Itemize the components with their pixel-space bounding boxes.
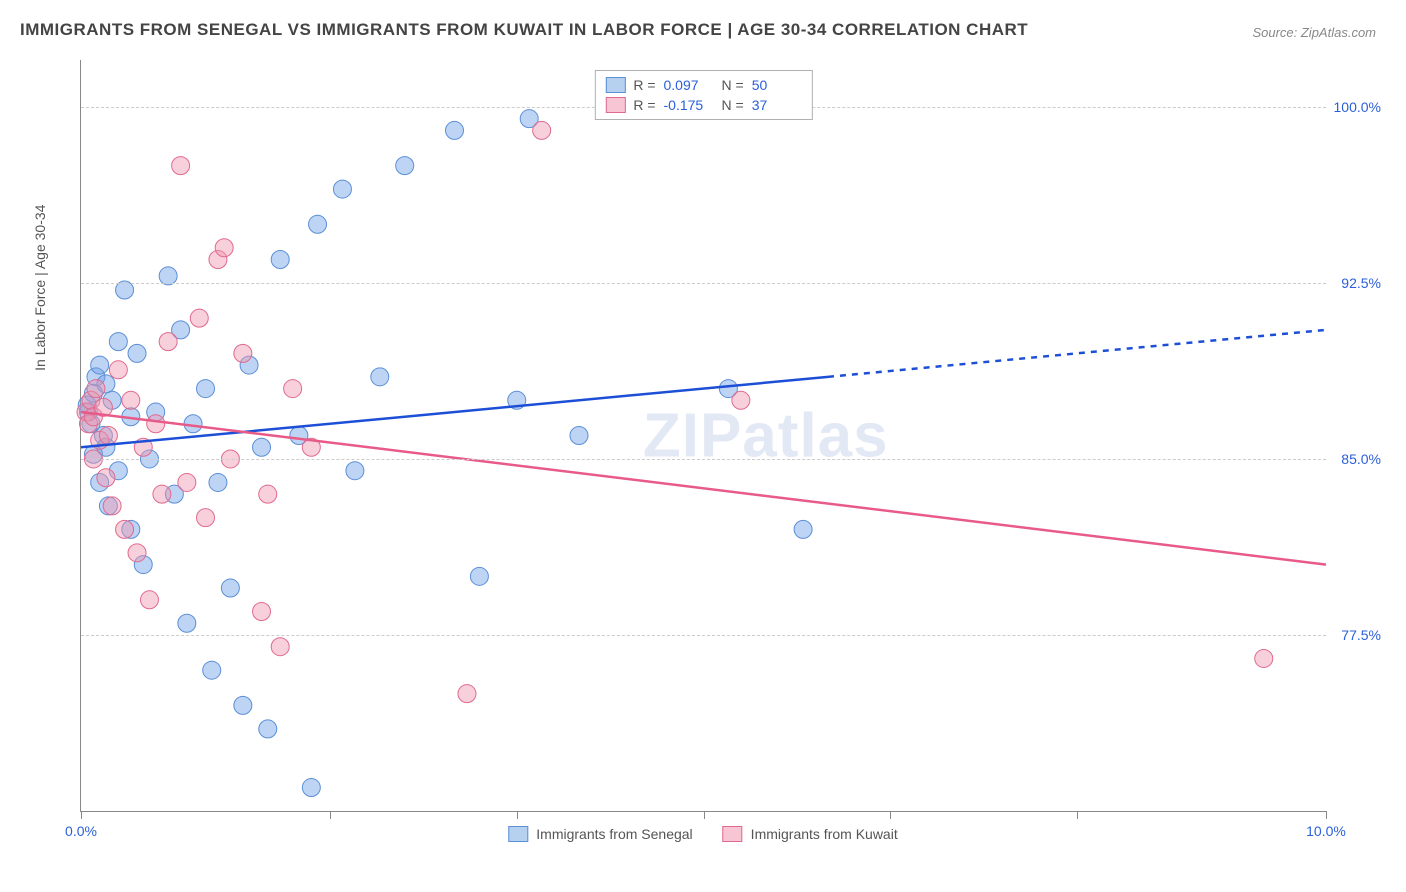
chart-container: IMMIGRANTS FROM SENEGAL VS IMMIGRANTS FR… <box>20 20 1386 872</box>
plot-area: ZIPatlas R = 0.097 N = 50 R = -0.175 N =… <box>80 60 1326 812</box>
legend-label-senegal: Immigrants from Senegal <box>536 826 692 842</box>
grid-line <box>81 635 1326 636</box>
data-point <box>159 333 177 351</box>
legend-series: Immigrants from Senegal Immigrants from … <box>508 826 897 842</box>
data-point <box>253 438 271 456</box>
data-point <box>122 391 140 409</box>
y-axis-label: In Labor Force | Age 30-34 <box>32 205 48 371</box>
trend-line <box>81 377 828 447</box>
legend-label-kuwait: Immigrants from Kuwait <box>751 826 898 842</box>
x-tick <box>890 811 891 819</box>
r-value-senegal: 0.097 <box>664 77 714 93</box>
data-point <box>794 520 812 538</box>
data-point <box>190 309 208 327</box>
r-label: R = <box>633 77 655 93</box>
data-point <box>197 380 215 398</box>
legend-item-kuwait: Immigrants from Kuwait <box>723 826 898 842</box>
data-point <box>197 509 215 527</box>
data-point <box>533 121 551 139</box>
x-tick-label: 10.0% <box>1306 823 1346 839</box>
n-label: N = <box>722 77 744 93</box>
y-tick-label: 77.5% <box>1341 627 1381 643</box>
data-point <box>371 368 389 386</box>
x-tick <box>517 811 518 819</box>
y-tick-label: 100.0% <box>1334 99 1381 115</box>
data-point <box>140 591 158 609</box>
data-point <box>309 215 327 233</box>
data-point <box>458 685 476 703</box>
data-point <box>87 380 105 398</box>
r-value-kuwait: -0.175 <box>664 97 714 113</box>
x-tick <box>81 811 82 819</box>
data-point <box>116 520 134 538</box>
data-point <box>253 603 271 621</box>
data-point <box>128 544 146 562</box>
data-point <box>99 427 117 445</box>
n-value-kuwait: 37 <box>752 97 802 113</box>
data-point <box>446 121 464 139</box>
grid-line <box>81 459 1326 460</box>
data-point <box>271 250 289 268</box>
data-point <box>271 638 289 656</box>
x-tick-label: 0.0% <box>65 823 97 839</box>
legend-stats-row-0: R = 0.097 N = 50 <box>605 75 801 95</box>
data-point <box>147 415 165 433</box>
data-point <box>284 380 302 398</box>
data-point <box>346 462 364 480</box>
trend-line-dashed <box>828 330 1326 377</box>
data-point <box>234 344 252 362</box>
legend-swatch-senegal <box>508 826 528 842</box>
data-point <box>396 157 414 175</box>
data-point <box>91 356 109 374</box>
data-point <box>259 720 277 738</box>
data-point <box>234 696 252 714</box>
legend-swatch-kuwait <box>723 826 743 842</box>
y-tick-label: 85.0% <box>1341 451 1381 467</box>
x-tick <box>1326 811 1327 819</box>
data-point <box>1255 649 1273 667</box>
data-point <box>259 485 277 503</box>
data-point <box>103 497 121 515</box>
legend-item-senegal: Immigrants from Senegal <box>508 826 692 842</box>
data-point <box>470 567 488 585</box>
grid-line <box>81 283 1326 284</box>
legend-swatch-kuwait <box>605 97 625 113</box>
legend-stats: R = 0.097 N = 50 R = -0.175 N = 37 <box>594 70 812 120</box>
data-point <box>128 344 146 362</box>
legend-swatch-senegal <box>605 77 625 93</box>
x-tick <box>330 811 331 819</box>
data-point <box>178 473 196 491</box>
data-point <box>209 473 227 491</box>
x-tick <box>1077 811 1078 819</box>
r-label: R = <box>633 97 655 113</box>
data-point <box>203 661 221 679</box>
data-point <box>732 391 750 409</box>
plot-svg <box>81 60 1326 811</box>
n-label: N = <box>722 97 744 113</box>
data-point <box>178 614 196 632</box>
x-tick <box>704 811 705 819</box>
data-point <box>172 157 190 175</box>
data-point <box>215 239 233 257</box>
data-point <box>153 485 171 503</box>
data-point <box>570 427 588 445</box>
data-point <box>221 579 239 597</box>
source-attribution: Source: ZipAtlas.com <box>1252 25 1376 40</box>
n-value-senegal: 50 <box>752 77 802 93</box>
data-point <box>109 361 127 379</box>
data-point <box>302 779 320 797</box>
legend-stats-row-1: R = -0.175 N = 37 <box>605 95 801 115</box>
data-point <box>333 180 351 198</box>
chart-title: IMMIGRANTS FROM SENEGAL VS IMMIGRANTS FR… <box>20 20 1028 40</box>
data-point <box>109 333 127 351</box>
data-point <box>97 469 115 487</box>
y-tick-label: 92.5% <box>1341 275 1381 291</box>
